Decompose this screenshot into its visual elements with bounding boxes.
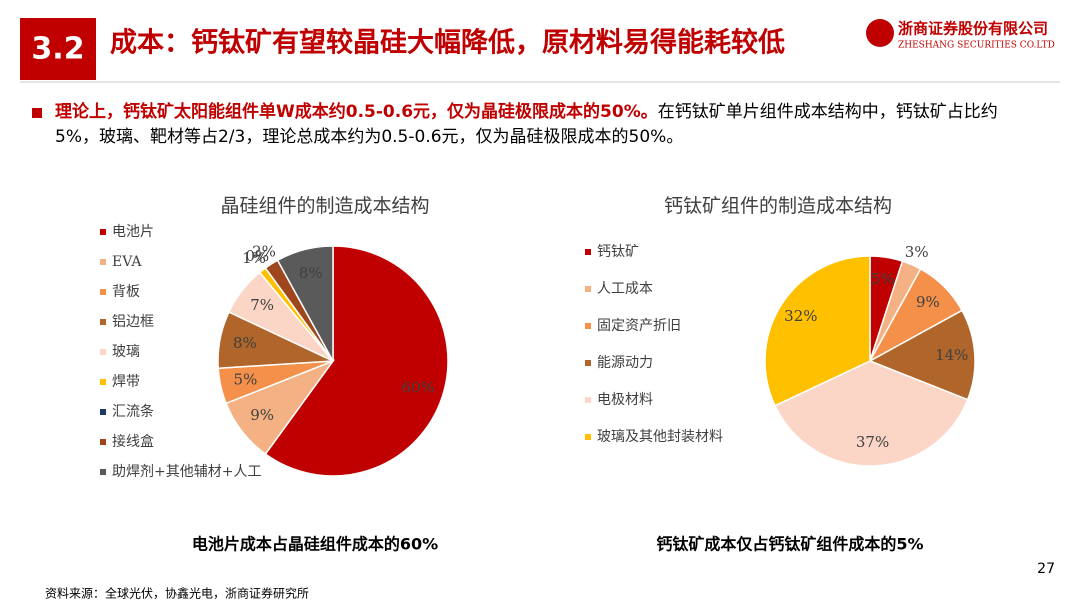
- source: 资料来源：全球光伏，协鑫光电，浙商证券研究所: [45, 586, 309, 601]
- data-label: 3%: [905, 243, 929, 261]
- legend-label: 玻璃及其他封装材料: [597, 428, 723, 445]
- section-box: [20, 18, 96, 80]
- chart-caption: 钙钛矿成本仅占钙钛矿组件成本的5%: [656, 535, 923, 554]
- legend-label: 焊带: [112, 374, 140, 390]
- legend-swatch: [585, 323, 591, 329]
- legend-swatch: [100, 379, 106, 385]
- data-label: 1%: [242, 249, 266, 267]
- pie-slice: [264, 245, 449, 477]
- bullet-highlight: 理论上，钙钛矿太阳能组件单W成本约0.5-0.6元，仅为晶硅极限成本的50%。: [55, 102, 658, 122]
- chart-caption: 电池片成本占晶硅组件成本的60%: [192, 535, 438, 554]
- legend-label: 电池片: [112, 224, 154, 240]
- legend-swatch: [585, 360, 591, 366]
- data-label: 7%: [250, 296, 274, 314]
- company-name: 浙商证券股份有限公司: [898, 20, 1048, 38]
- chart-title: 钙钛矿组件的制造成本结构: [664, 195, 892, 217]
- company-name-en: ZHESHANG SECURITIES CO.LTD: [898, 41, 1055, 51]
- data-label: 60%: [402, 379, 435, 397]
- legend-swatch: [100, 439, 106, 445]
- legend-label: EVA: [112, 254, 142, 270]
- data-label: 37%: [856, 433, 889, 451]
- section-number: 3.2: [31, 32, 84, 67]
- data-label: 2%: [252, 242, 276, 260]
- bullet-text: 理论上，钙钛矿太阳能组件单W成本约0.5-0.6元，仅为晶硅极限成本的50%。在…: [55, 100, 1015, 150]
- legend-label: 助焊剂+其他辅材+人工: [112, 464, 261, 480]
- legend-label: 接线盒: [112, 433, 154, 450]
- pie-slice: [773, 360, 969, 467]
- data-label: 5%: [234, 371, 258, 389]
- data-label: 32%: [784, 307, 817, 325]
- legend-label: 铝边框: [112, 314, 154, 330]
- legend-swatch: [100, 349, 106, 355]
- legend-swatch: [100, 319, 106, 325]
- legend-label: 钙钛矿: [597, 244, 639, 260]
- bullet-body: 在钙钛矿单片组件成本结构中，钙钛矿占比约5%，玻璃、靶材等占2/3，理论总成本约…: [55, 102, 998, 147]
- data-label: 8%: [233, 334, 257, 352]
- legend-swatch: [585, 397, 591, 403]
- legend-label: 玻璃: [112, 343, 140, 360]
- legend-label: 能源动力: [597, 355, 653, 371]
- chart-title: 晶硅组件的制造成本结构: [220, 195, 429, 217]
- data-label: 14%: [935, 346, 968, 364]
- legend-label: 背板: [112, 284, 140, 300]
- data-label: 9%: [250, 406, 274, 424]
- bullet-marker: [32, 108, 42, 118]
- logo: [866, 19, 894, 47]
- pie-slice: [764, 255, 871, 407]
- legend-swatch: [585, 434, 591, 440]
- slide-title: 成本：钙钛矿有望较晶硅大幅降低，原材料易得能耗较低: [110, 27, 785, 59]
- legend-label: 固定资产折旧: [597, 318, 681, 334]
- legend-label: 汇流条: [112, 403, 154, 420]
- legend-swatch: [100, 229, 106, 235]
- legend-swatch: [100, 469, 106, 475]
- data-label: 8%: [299, 264, 323, 282]
- legend-swatch: [100, 259, 106, 265]
- legend-swatch: [585, 286, 591, 292]
- pie-slice: [868, 309, 976, 401]
- legend-swatch: [100, 409, 106, 415]
- legend-swatch: [585, 249, 591, 255]
- legend-swatch: [100, 289, 106, 295]
- data-label: 5%: [871, 270, 895, 288]
- page-number: 27: [1037, 561, 1055, 577]
- data-label: 0%: [245, 247, 269, 265]
- pie-slice: [276, 245, 334, 362]
- legend-label: 人工成本: [597, 281, 653, 297]
- legend-label: 电极材料: [597, 392, 653, 408]
- data-label: 9%: [916, 293, 940, 311]
